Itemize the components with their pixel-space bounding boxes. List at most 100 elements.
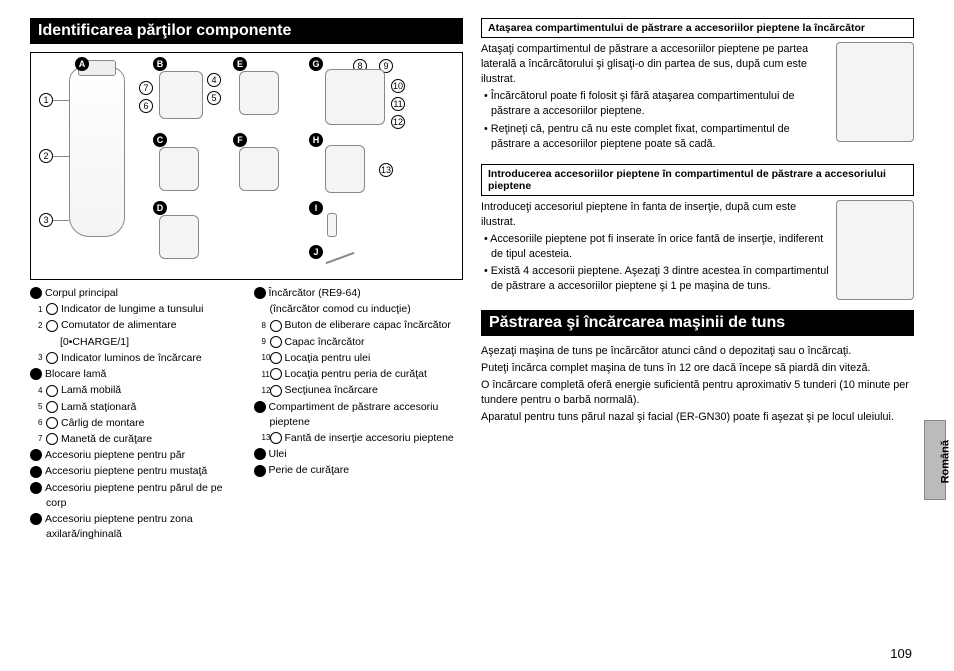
legend-circ: 7	[46, 433, 58, 445]
legend-circ: 9	[270, 336, 282, 348]
legend-item: 6Cârlig de montare	[30, 416, 240, 431]
legend-circ: 1	[46, 303, 58, 315]
circ-3: 3	[39, 213, 53, 227]
body2-line: Aşezaţi maşina de tuns pe încărcător atu…	[481, 344, 914, 359]
legend-item: 11Locaţia pentru peria de curăţat	[254, 367, 464, 382]
legend-item: [0•CHARGE/1]	[30, 335, 240, 350]
legend-item: 5Lamă staţionară	[30, 400, 240, 415]
circ-6: 6	[139, 99, 153, 113]
legend-left: ACorpul principal1Indicator de lungime a…	[30, 286, 240, 544]
legend-circ: 10	[270, 352, 282, 364]
badge-g: G	[309, 57, 323, 71]
legend-circ: 8	[270, 320, 282, 332]
badge-a: A	[75, 57, 89, 71]
legend-badge: E	[30, 482, 42, 494]
legend-right: GÎncărcător (RE9-64)(încărcător comod cu…	[254, 286, 464, 544]
legend-item: 9Capac încărcător	[254, 335, 464, 350]
legend-circ: 4	[46, 385, 58, 397]
box1-illustration	[836, 42, 914, 142]
page-number: 109	[890, 646, 912, 661]
legend-item: 1Indicator de lungime a tunsului	[30, 302, 240, 317]
badge-f: F	[233, 133, 247, 147]
right-column: Ataşarea compartimentului de păstrare a …	[481, 18, 914, 544]
legend-circ: 2	[46, 320, 58, 332]
legend-circ: 11	[270, 368, 282, 380]
box1-body: Ataşaţi compartimentul de păstrare a acc…	[481, 42, 914, 152]
circ-13: 13	[379, 163, 393, 177]
circ-1: 1	[39, 93, 53, 107]
legend-item: FAccesoriu pieptene pentru zona axilară/…	[30, 512, 240, 542]
legend-item: JPerie de curăţare	[254, 463, 464, 478]
legend-badge: B	[30, 368, 42, 380]
legend-badge: F	[30, 513, 42, 525]
legend-badge: A	[30, 287, 42, 299]
parts-diagram: A B C D E F G H I J 1 2 3 4 5 6 7 8 9 10	[30, 52, 463, 280]
box2-head: Introducerea accesoriilor pieptene în co…	[481, 164, 914, 196]
diagram-h	[325, 145, 365, 193]
diagram-e	[239, 71, 279, 115]
box2-illustration	[836, 200, 914, 300]
legend-circ: 6	[46, 417, 58, 429]
legend-item: DAccesoriu pieptene pentru mustaţă	[30, 464, 240, 479]
legend-circ: 3	[46, 352, 58, 364]
legend-item: 3Indicator luminos de încărcare	[30, 351, 240, 366]
leader	[53, 100, 69, 101]
body2-line: Aparatul pentru tuns părul nazal şi faci…	[481, 410, 914, 425]
badge-d: D	[153, 201, 167, 215]
circ-2: 2	[39, 149, 53, 163]
badge-b: B	[153, 57, 167, 71]
legend-badge: J	[254, 465, 266, 477]
right-title2: Păstrarea şi încărcarea maşinii de tuns	[481, 310, 914, 336]
legend-circ: 5	[46, 401, 58, 413]
box2-body: Introduceţi accesoriul pieptene în fanta…	[481, 200, 914, 295]
leader	[53, 220, 69, 221]
legend-badge: H	[254, 401, 266, 413]
legend-item: 4Lamă mobilă	[30, 383, 240, 398]
language-label: Română	[939, 440, 951, 483]
leader	[53, 156, 69, 157]
body2-line: Puteţi încărca complet maşina de tuns în…	[481, 361, 914, 376]
badge-c: C	[153, 133, 167, 147]
legend-item: 7Manetă de curăţare	[30, 432, 240, 447]
legend-item: 10Locaţia pentru ulei	[254, 351, 464, 366]
legend-item: ACorpul principal	[30, 286, 240, 301]
badge-j: J	[309, 245, 323, 259]
legend-badge: C	[30, 449, 42, 461]
legend-item: IUlei	[254, 447, 464, 462]
badge-e: E	[233, 57, 247, 71]
legend-item: 13Fantă de inserţie accesoriu pieptene	[254, 431, 464, 446]
diagram-c	[159, 147, 199, 191]
box1-head: Ataşarea compartimentului de păstrare a …	[481, 18, 914, 38]
legend-item: GÎncărcător (RE9-64)	[254, 286, 464, 301]
circ-10: 10	[391, 79, 405, 93]
legend-badge: D	[30, 466, 42, 478]
legend-item: 8Buton de eliberare capac încărcător	[254, 318, 464, 333]
legend-badge: I	[254, 448, 266, 460]
body2-line: O încărcare completă oferă energie sufic…	[481, 378, 914, 408]
diagram-b	[159, 71, 203, 119]
legend-item: EAccesoriu pieptene pentru părul de pe c…	[30, 481, 240, 511]
circ-11: 11	[391, 97, 405, 111]
legend-circ: 13	[270, 432, 282, 444]
legend-item: 2Comutator de alimentare	[30, 318, 240, 333]
left-title: Identificarea părţilor componente	[30, 18, 463, 44]
legend-item: BBlocare lamă	[30, 367, 240, 382]
legend-badge: G	[254, 287, 266, 299]
badge-i: I	[309, 201, 323, 215]
badge-h: H	[309, 133, 323, 147]
circ-12: 12	[391, 115, 405, 129]
diagram-trimmer	[69, 67, 125, 237]
legend-item: HCompartiment de păstrare accesoriu piep…	[254, 400, 464, 430]
legend-item: 12Secţiunea încărcare	[254, 383, 464, 398]
circ-5: 5	[207, 91, 221, 105]
left-column: Identificarea părţilor componente A B C …	[30, 18, 463, 544]
legend-circ: 12	[270, 385, 282, 397]
diagram-d	[159, 215, 199, 259]
legend-item: (încărcător comod cu inducţie)	[254, 302, 464, 317]
circ-4: 4	[207, 73, 221, 87]
diagram-g	[325, 69, 385, 125]
diagram-j	[326, 252, 355, 264]
diagram-f	[239, 147, 279, 191]
diagram-i	[327, 213, 337, 237]
body2: Aşezaţi maşina de tuns pe încărcător atu…	[481, 344, 914, 426]
